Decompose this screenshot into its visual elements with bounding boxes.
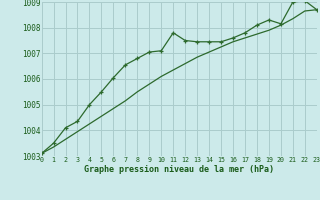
X-axis label: Graphe pression niveau de la mer (hPa): Graphe pression niveau de la mer (hPa)	[84, 165, 274, 174]
